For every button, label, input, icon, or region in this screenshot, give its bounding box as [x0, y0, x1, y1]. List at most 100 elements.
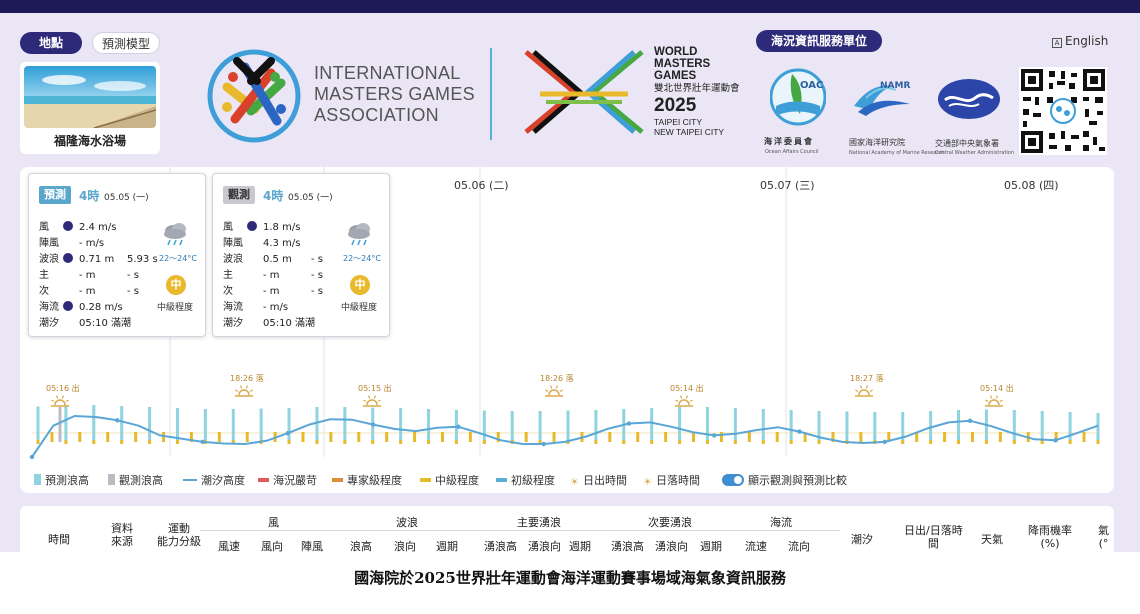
row-extra: - s [127, 286, 139, 297]
col-time: 時間 [48, 533, 70, 546]
observed_popup-row: 海流 - m/s [223, 298, 311, 313]
agency-button[interactable]: 海況資訊服務單位 [756, 30, 882, 52]
observed_popup-row: 潮汐 05:10 滿潮 [223, 314, 319, 329]
level-marker [106, 432, 110, 442]
sunrise-icon [985, 395, 1003, 407]
sub-header: 陣風 [301, 540, 323, 552]
forecast-wave-bar [705, 407, 709, 442]
sunrise-icon: ☀ [570, 477, 579, 488]
wmg-line-3: GAMES [654, 70, 697, 82]
intermediate-swatch [420, 478, 431, 482]
row-value: 0.71 m [79, 254, 115, 265]
level-marker [859, 432, 863, 442]
row-value: - m [79, 286, 96, 297]
legend-severe[interactable]: 海況嚴苛 [258, 472, 317, 488]
imga-line-1: INTERNATIONAL [314, 63, 461, 83]
language-switch[interactable]: A English [1052, 34, 1108, 48]
cwa-name: 交通部中央氣象署 [935, 139, 999, 148]
forecast-wave-bar [817, 411, 821, 442]
col-tide: 潮汐 [851, 533, 873, 546]
tab-forecast-model[interactable]: 預測模型 [92, 32, 160, 54]
legend-intermediate[interactable]: 中級程度 [420, 472, 479, 488]
row-value: 0.28 m/s [79, 302, 123, 313]
row-value: - m [263, 286, 280, 297]
legend-tide[interactable]: 潮汐高度 [183, 472, 245, 488]
tide-point [370, 422, 376, 427]
legend-observed-wave[interactable]: 觀測浪高 [108, 472, 163, 488]
row-extra: - s [311, 286, 323, 297]
namr-badge: NAMR [880, 81, 911, 91]
namr-emblem-icon [854, 85, 910, 116]
row-label: 陣風 [39, 238, 59, 249]
chart-plot[interactable]: 05.05 (一) 05.06 (二) 05.07 (三) 05.08 (四) 05:1… [20, 167, 1114, 467]
forecast-wave-bar [901, 412, 905, 442]
level-marker [929, 440, 933, 444]
col-more: 氣 (° [1098, 524, 1109, 550]
location-card[interactable]: 福隆海水浴場 [20, 62, 160, 154]
logo-divider [490, 48, 492, 140]
forecast-wave-bar [1040, 411, 1044, 442]
tide-swatch [183, 479, 197, 481]
tab-location[interactable]: 地點 [20, 32, 82, 54]
sunrise-time-label: 05:14 出 [670, 383, 704, 393]
forecast-wave-bar [148, 407, 152, 442]
level-marker [705, 440, 709, 444]
forecast-wave-bar [538, 411, 542, 442]
forecast-chart[interactable]: 05.05 (一) 05.06 (二) 05.07 (三) 05.08 (四) 05:1… [20, 167, 1114, 493]
row-extra: - s [127, 270, 139, 281]
legend-forecast-wave[interactable]: 預測浪高 [34, 472, 89, 488]
row-value: 05:10 滿潮 [263, 318, 315, 329]
qr-code[interactable] [1019, 67, 1107, 155]
level-marker [385, 432, 389, 442]
forecast_popup-row: 海流 0.28 m/s [39, 298, 127, 313]
col-rain: 降雨機率 (%) [1028, 524, 1072, 550]
legend-beginner[interactable]: 初級程度 [496, 472, 555, 488]
row-extra: - s [311, 254, 323, 265]
forecast-wave-bar [64, 406, 68, 442]
sunset-time-label: 18:26 落 [540, 373, 574, 383]
level-marker [998, 432, 1002, 442]
forecast-wave-bar [120, 406, 124, 442]
toggle-switch[interactable] [722, 474, 744, 486]
legend-sunrise[interactable]: ☀ 日出時間 [570, 474, 627, 488]
level-marker [36, 440, 40, 444]
row-value: - m/s [263, 302, 289, 313]
forecast-wave-bar [678, 407, 682, 442]
level-marker [1096, 440, 1100, 444]
forecast-wave-bar [92, 405, 96, 442]
tide-point [29, 454, 35, 460]
tide-point [541, 441, 546, 447]
chart-legend: 預測浪高 觀測浪高 潮汐高度 海況嚴苛 專家級程度 中級程度 初級程度 ☀ 日出時… [20, 470, 1114, 490]
level-marker [440, 432, 444, 442]
direction-arrow-icon [63, 221, 73, 231]
legend-expert[interactable]: 專家級程度 [332, 472, 402, 488]
level-marker [538, 440, 542, 444]
row-value: 0.5 m [263, 254, 292, 265]
forecast-wave-bar [510, 411, 514, 442]
level-marker [231, 440, 235, 444]
imga-line-3: ASSOCIATION [314, 105, 439, 125]
level-marker [301, 432, 305, 442]
tide-point [115, 418, 120, 423]
level-marker [315, 440, 319, 444]
legend-sunset[interactable]: ☀ 日落時間 [643, 474, 700, 488]
level-marker [636, 432, 640, 442]
severe-swatch [258, 478, 269, 482]
qr-code-icon [1021, 69, 1105, 153]
imga-line-2: MASTERS GAMES [314, 84, 475, 104]
wmg-wordmark: WORLD MASTERS GAMES 雙北世界壯年運動會 2025 TAIPE… [654, 46, 740, 137]
sub-header: 浪高 [350, 540, 372, 552]
sunrise-time-label: 05:16 出 [46, 383, 80, 393]
beach-photo [24, 66, 156, 128]
compare-toggle[interactable]: 顯示觀測與預測比較 [722, 472, 847, 488]
row-label: 主 [39, 270, 49, 281]
oac-english: Ocean Affairs Council [765, 149, 819, 155]
level-marker [50, 432, 54, 442]
tide-point [797, 429, 802, 434]
level-marker [915, 432, 919, 442]
observed-wave-bar [58, 407, 62, 442]
forecast-wave-bar [259, 408, 263, 442]
col-weather: 天氣 [981, 533, 1003, 546]
level-marker [719, 432, 723, 442]
level-marker [761, 440, 765, 444]
